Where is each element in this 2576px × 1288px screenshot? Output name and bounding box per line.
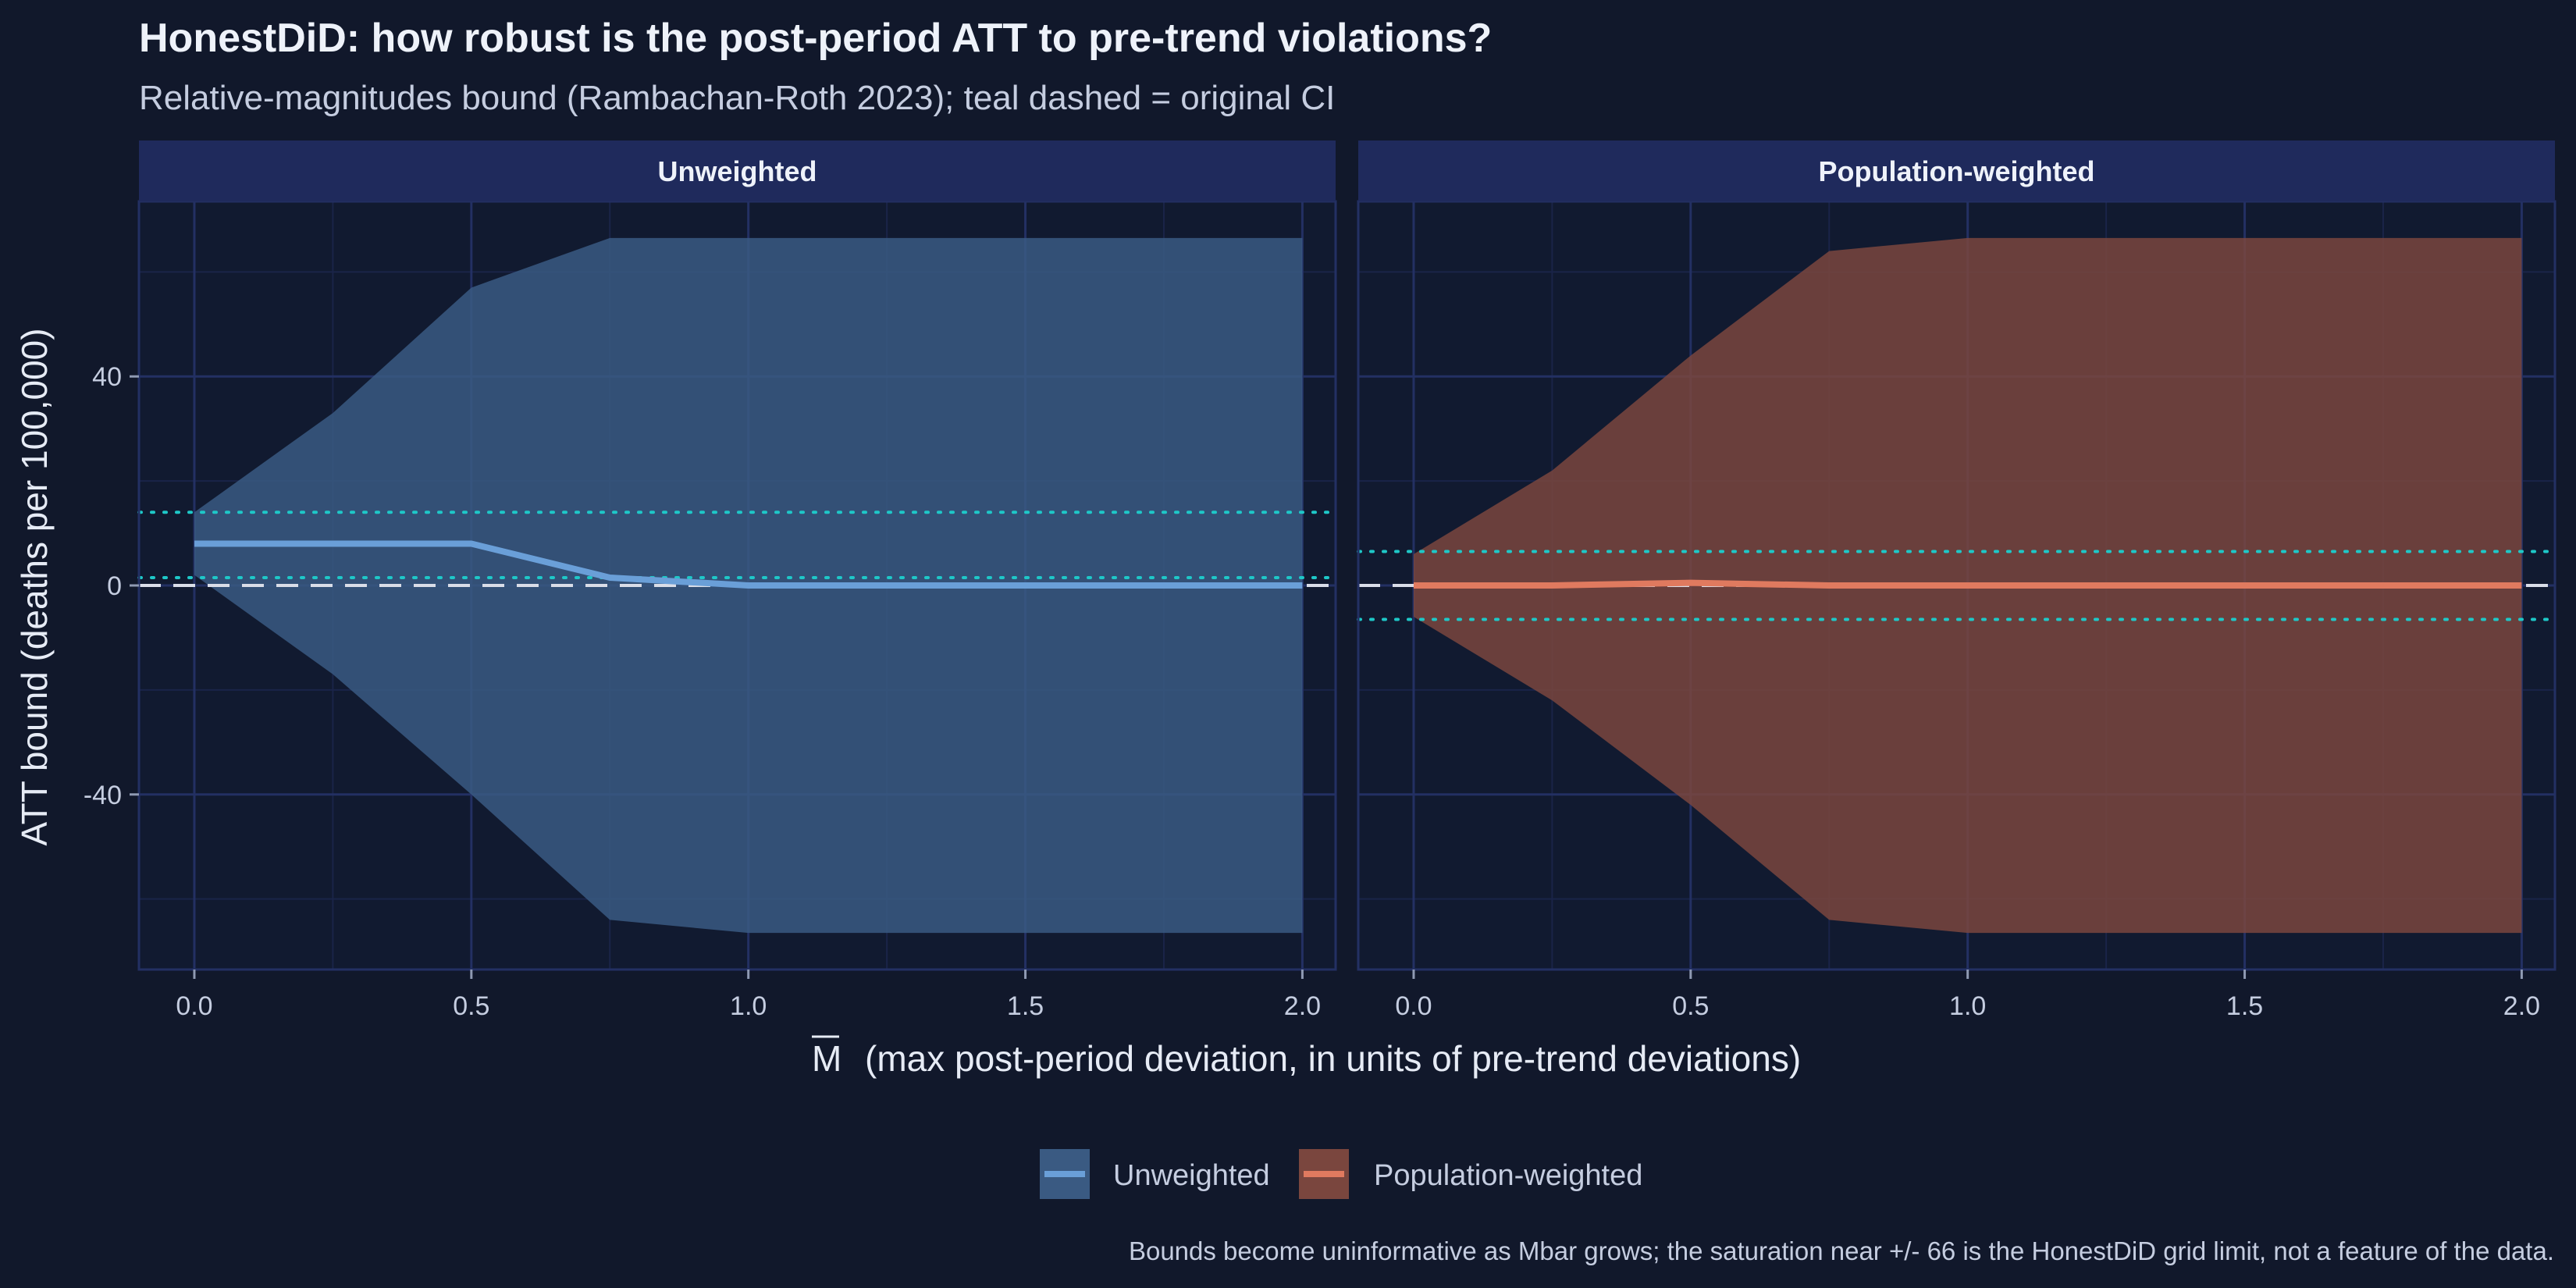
x-tick-label: 2.0 [1284, 991, 1321, 1021]
chart-caption: Bounds become uninformative as Mbar grow… [1129, 1236, 2554, 1265]
x-tick-label: 0.5 [1672, 991, 1709, 1021]
facet-panels: Unweighted 0.0 0.5 1.0 1.5 2.0 40 0 -40 Populatio… [84, 141, 2556, 1021]
legend-label: Population-weighted [1374, 1159, 1642, 1192]
y-tick-label: 40 [92, 362, 122, 392]
chart-subtitle: Relative-magnitudes bound (Rambachan-Rot… [139, 79, 1335, 117]
x-axis-title: M (max post-period deviation, in units o… [812, 1035, 1801, 1079]
chart-title: HonestDiD: how robust is the post-period… [139, 16, 1492, 61]
x-tick-label: 1.0 [730, 991, 767, 1021]
x-tick-label: 1.5 [1007, 991, 1044, 1021]
estimate-line [1413, 579, 2522, 589]
x-tick-label: 1.0 [1949, 991, 1986, 1021]
panel-unweighted: Unweighted 0.0 0.5 1.0 1.5 2.0 40 0 -40 [84, 141, 1337, 1021]
x-tick-label: 2.0 [2503, 991, 2540, 1021]
legend: Unweighted Population-weighted [1040, 1149, 1642, 1199]
y-tick-label: 0 [107, 571, 122, 601]
facet-strip [139, 141, 1336, 201]
legend-item: Unweighted [1040, 1149, 1270, 1199]
facet-strip-label: Population-weighted [1819, 155, 2095, 187]
estimate-line [194, 540, 1303, 589]
legend-label: Unweighted [1113, 1159, 1270, 1192]
x-tick-label: 0.5 [453, 991, 489, 1021]
x-tick-label: 1.5 [2226, 991, 2263, 1021]
y-tick-label: -40 [84, 781, 122, 810]
x-axis-title-symbol: M [812, 1038, 841, 1079]
y-axis-title: ATT bound (deaths per 100,000) [14, 328, 55, 845]
facet-strip [1358, 141, 2555, 201]
x-tick-label: 0.0 [1395, 991, 1432, 1021]
x-axis-title-text: (max post-period deviation, in units of … [865, 1038, 1801, 1079]
panel-population-weighted: Population-weighted 0.0 0.5 1.0 1.5 2.0 [1357, 141, 2556, 1021]
x-tick-label: 0.0 [176, 991, 212, 1021]
facet-strip-label: Unweighted [658, 155, 817, 187]
legend-item: Population-weighted [1299, 1149, 1642, 1199]
